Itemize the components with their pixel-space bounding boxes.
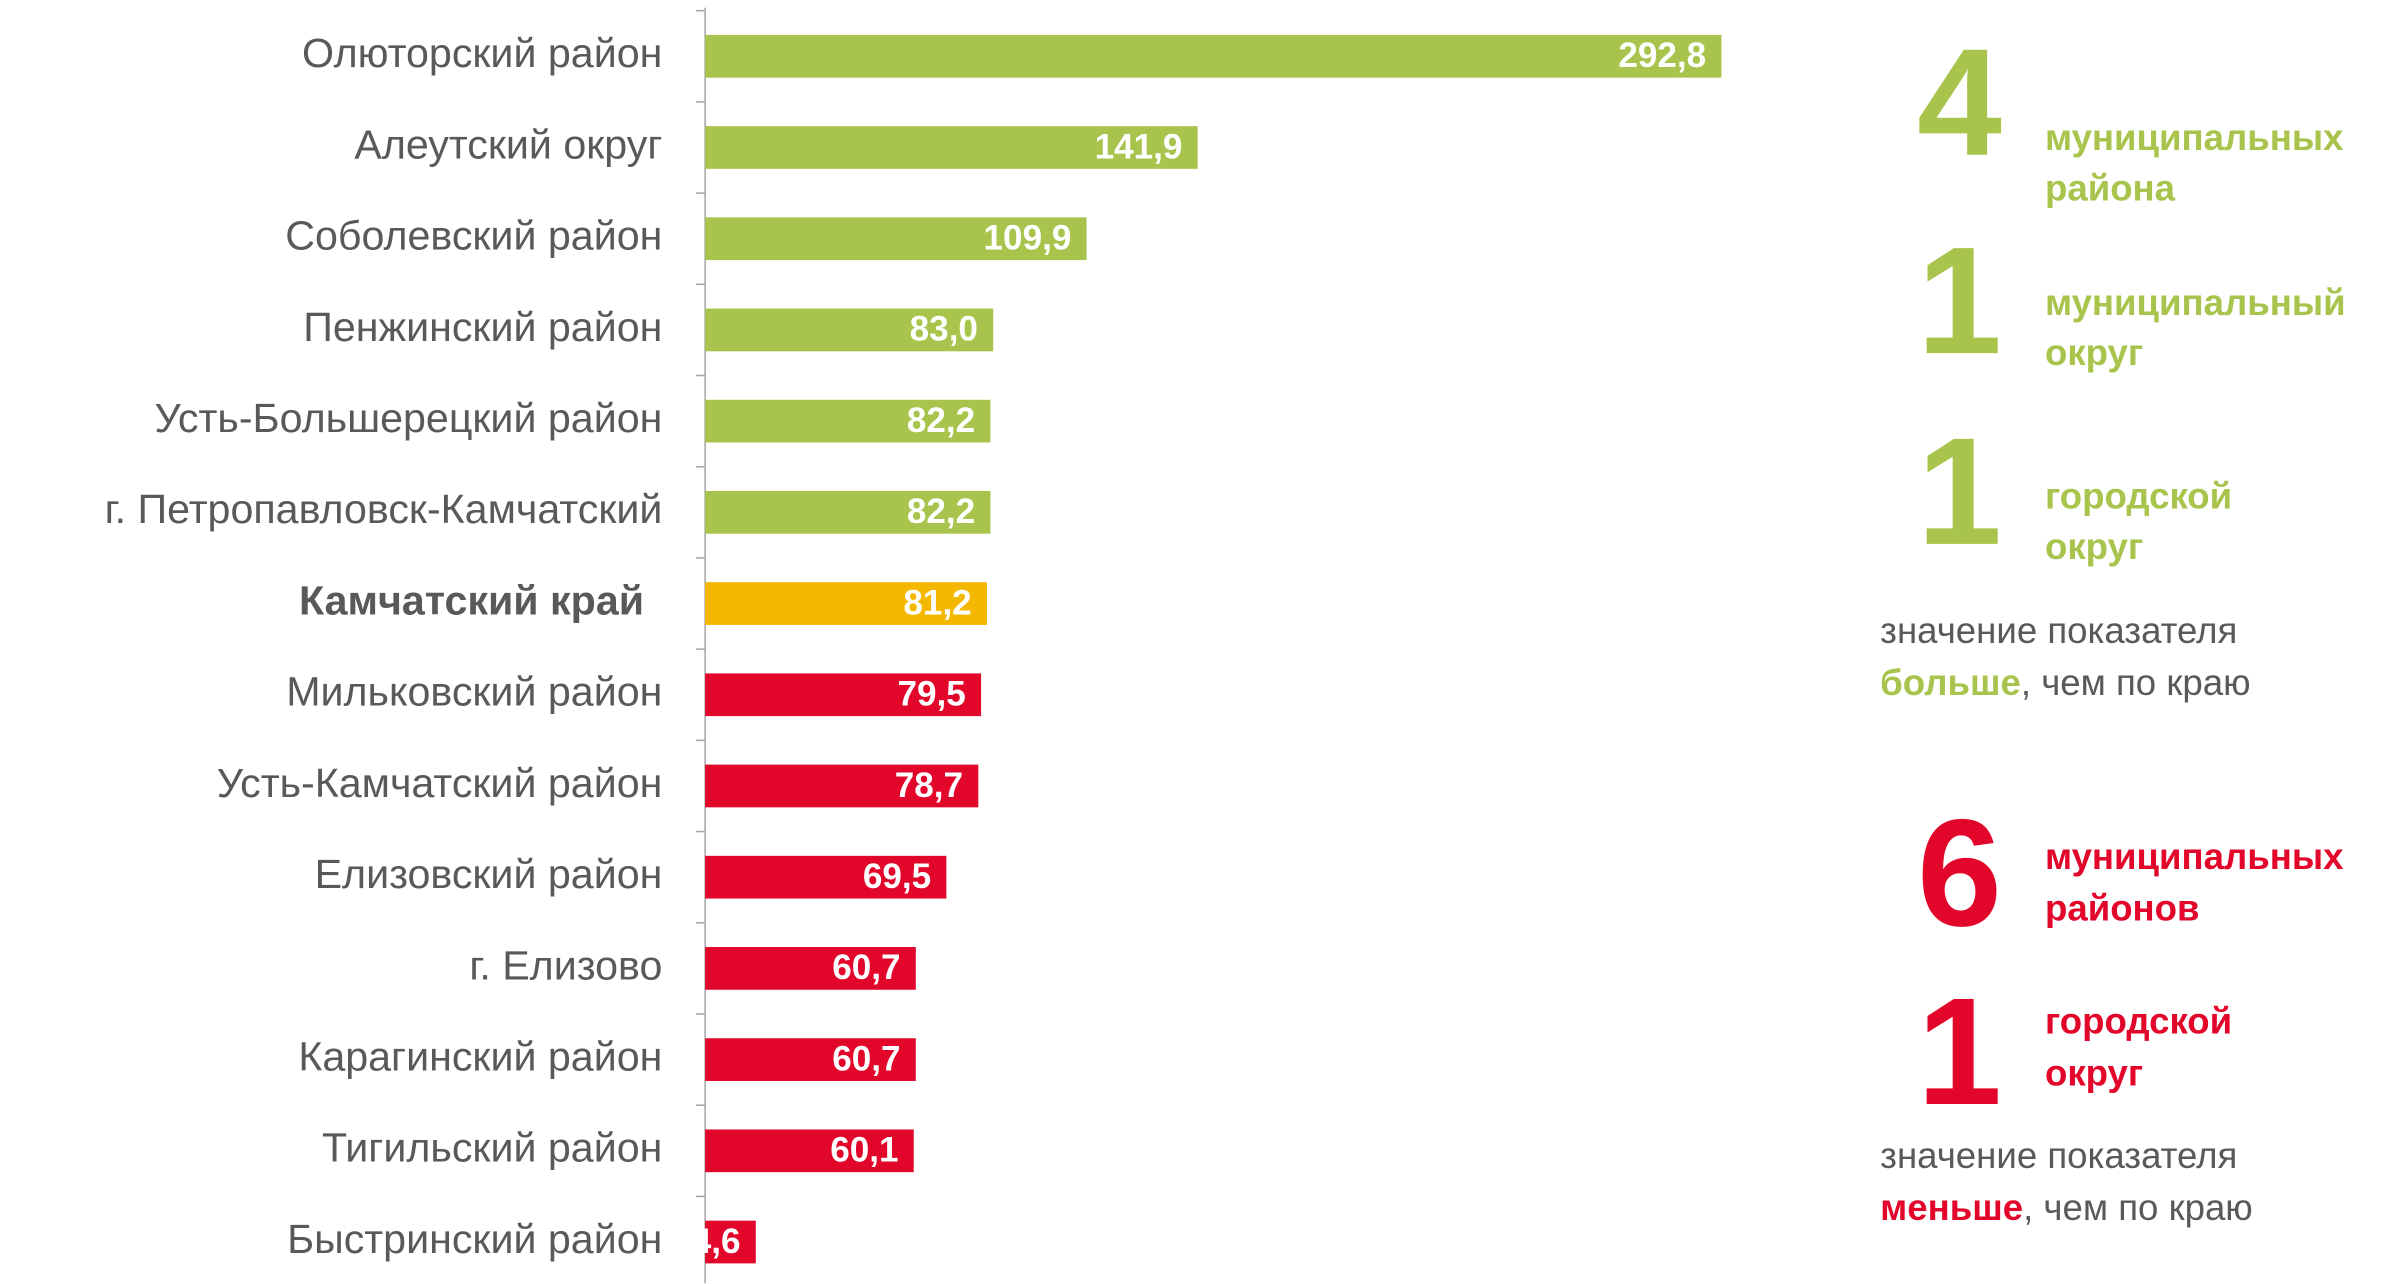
value-label: 81,2 (903, 583, 971, 622)
bar (705, 673, 982, 717)
bar (705, 1038, 916, 1081)
category-label: г. Елизово (469, 942, 662, 988)
summary-count: 4 (1917, 18, 2002, 188)
bar (705, 217, 1087, 261)
note-emphasis-line: больше, чем по краю (1880, 662, 2250, 703)
bar (705, 764, 979, 808)
category-label: Пенжинский район (303, 304, 662, 350)
value-label: 292,8 (1618, 36, 1706, 75)
summary-text: муниципальных (2045, 117, 2344, 158)
value-label: 60,7 (832, 948, 900, 987)
summary-text: района (2045, 167, 2176, 208)
bar (705, 308, 994, 352)
summary-text: муниципальных (2045, 836, 2344, 877)
note-rest: , чем по краю (2021, 662, 2251, 703)
category-label: Камчатский край (299, 577, 644, 623)
value-label: 14,6 (672, 1222, 740, 1261)
bar (705, 399, 991, 443)
category-label: Карагинский район (298, 1033, 662, 1079)
category-label: г. Петропавловск-Камчатский (105, 486, 663, 532)
bar (705, 490, 991, 534)
summary-text: городской (2045, 1001, 2232, 1042)
value-label: 79,5 (898, 675, 966, 714)
category-label: Олюторский район (302, 30, 662, 76)
bar (705, 855, 947, 899)
value-label: 82,2 (907, 401, 975, 440)
value-label: 109,9 (984, 219, 1072, 258)
bar (705, 947, 916, 990)
value-label: 78,7 (895, 766, 963, 805)
bar (705, 1129, 914, 1173)
category-label: Соболевский район (285, 213, 662, 259)
summary-count: 1 (1917, 216, 2002, 386)
summary-text: округ (2045, 1053, 2143, 1094)
summary-text: округ (2045, 332, 2143, 373)
bar (705, 1220, 756, 1264)
note-rest: , чем по краю (2023, 1187, 2253, 1228)
summary-count: 6 (1917, 788, 2002, 958)
value-label: 82,2 (907, 492, 975, 531)
summary-count: 1 (1917, 407, 2002, 577)
value-label: 141,9 (1095, 127, 1183, 166)
category-label: Усть-Камчатский район (217, 760, 663, 806)
category-label: Мильковский район (286, 669, 662, 715)
value-label: 60,1 (830, 1131, 898, 1170)
category-label: Алеутский округ (354, 121, 662, 167)
summary-text: городской (2045, 476, 2232, 517)
note-line: значение показателя (1880, 1135, 2237, 1176)
category-label: Быстринский район (287, 1216, 662, 1262)
value-label: 60,7 (832, 1039, 900, 1078)
category-label: Елизовский район (315, 851, 663, 897)
bar (705, 582, 987, 625)
bar (705, 126, 1198, 169)
value-label: 83,0 (910, 310, 978, 349)
note-emphasis: меньше (1880, 1187, 2023, 1228)
note-emphasis-line: меньше, чем по краю (1880, 1187, 2253, 1228)
category-label: Тигильский район (322, 1125, 662, 1171)
note-emphasis: больше (1880, 662, 2021, 703)
value-label: 69,5 (863, 857, 931, 896)
summary-text: районов (2045, 888, 2200, 929)
summary-text: округ (2045, 526, 2143, 567)
note-line: значение показателя (1880, 610, 2237, 651)
summary-text: муниципальный (2045, 282, 2346, 323)
category-label: Усть-Большерецкий район (155, 395, 663, 441)
bar (705, 34, 1722, 78)
summary-count: 1 (1917, 967, 2002, 1137)
